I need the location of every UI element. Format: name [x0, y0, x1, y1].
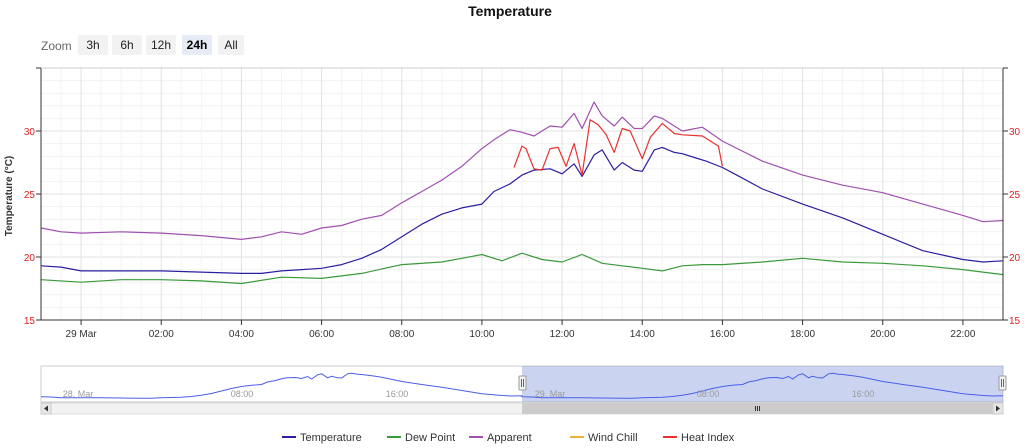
zoom-button-3h[interactable]: 3h [78, 35, 108, 55]
y-tick-label-right: 15 [1009, 316, 1021, 327]
x-tick-label: 18:00 [790, 329, 815, 340]
y-tick-label-left: 15 [24, 316, 36, 327]
plot-grid [40, 67, 1004, 321]
navigator-time-label: 16:00 [386, 389, 409, 399]
navigator-time-label: 08:00 [697, 389, 720, 399]
navigator-series-line [40, 372, 1004, 399]
legend-label: Apparent [487, 432, 532, 444]
y-tick-label-right: 30 [1009, 127, 1021, 138]
x-tick-label: 08:00 [389, 329, 414, 340]
navigator-handle-left[interactable] [518, 375, 527, 391]
navigator-selection[interactable] [522, 366, 1003, 402]
navigator-time-label: 29. Mar [535, 389, 566, 399]
x-tick-label: 29 Mar [66, 329, 98, 340]
series-line-apparent [40, 101, 1004, 240]
legend-label: Wind Chill [588, 432, 638, 444]
zoom-button-24h[interactable]: 24h [182, 35, 212, 55]
x-tick-label: 16:00 [710, 329, 735, 340]
y-tick-label-left: 25 [24, 190, 36, 201]
navigator-handle-right[interactable] [998, 375, 1007, 391]
navigator[interactable]: 28. Mar 08:00 16:00 29. Mar 08:00 16:00 [40, 365, 1007, 415]
x-tick-label: 12:00 [550, 329, 575, 340]
series-line-heat-index [513, 119, 723, 176]
legend: Temperature Dew Point Apparent Wind Chill He… [282, 432, 735, 444]
legend-label: Heat Index [681, 432, 735, 444]
x-tick-label: 20:00 [870, 329, 895, 340]
x-tick-label: 04:00 [229, 329, 254, 340]
zoom-button-12h[interactable]: 12h [146, 35, 176, 55]
navigator-scrollbar[interactable] [40, 402, 1004, 415]
y-tick-label-right: 25 [1009, 190, 1021, 201]
zoom-button-label: 3h [86, 38, 99, 52]
legend-item-temperature[interactable]: Temperature [282, 432, 362, 444]
legend-item-apparent[interactable]: Apparent [469, 432, 532, 444]
zoom-button-all[interactable]: All [218, 35, 244, 55]
navigator-time-label: 08:00 [231, 389, 254, 399]
chart-title: Temperature [468, 3, 552, 19]
zoom-button-label: 24h [187, 38, 208, 52]
x-tick-label: 22:00 [950, 329, 975, 340]
legend-item-dew-point[interactable]: Dew Point [387, 432, 455, 444]
scrollbar-left-button[interactable] [40, 402, 52, 415]
y-tick-label-right: 20 [1009, 253, 1021, 264]
y-tick-label-left: 20 [24, 253, 36, 264]
x-tick-label: 06:00 [309, 329, 334, 340]
series-line-dew-point [40, 252, 1004, 285]
plot-axes: 15 15 20 20 25 25 30 30 29 Mar 02:00 04:00 06:00 08:… [24, 67, 1021, 340]
series-line-temperature [40, 146, 1004, 274]
x-tick-label: 10:00 [469, 329, 494, 340]
zoom-buttons: 3h 6h 12h 24h All [78, 35, 244, 55]
legend-item-wind-chill[interactable]: Wind Chill [570, 432, 638, 444]
zoom-button-6h[interactable]: 6h [112, 35, 142, 55]
zoom-button-label: 12h [151, 38, 171, 52]
zoom-button-label: All [224, 38, 237, 52]
y-tick-label-left: 30 [24, 127, 36, 138]
zoom-label: Zoom [41, 39, 72, 53]
x-tick-label: 14:00 [630, 329, 655, 340]
y-axis-title: Temperature (°C) [4, 156, 15, 237]
x-tick-label: 02:00 [149, 329, 174, 340]
navigator-time-label: 28. Mar [63, 389, 94, 399]
legend-label: Temperature [300, 432, 362, 444]
legend-label: Dew Point [405, 432, 455, 444]
navigator-time-label: 16:00 [852, 389, 875, 399]
legend-item-heat-index[interactable]: Heat Index [663, 432, 735, 444]
scrollbar-right-button[interactable] [992, 402, 1004, 415]
zoom-button-label: 6h [120, 38, 133, 52]
plot-lines [40, 101, 1004, 285]
